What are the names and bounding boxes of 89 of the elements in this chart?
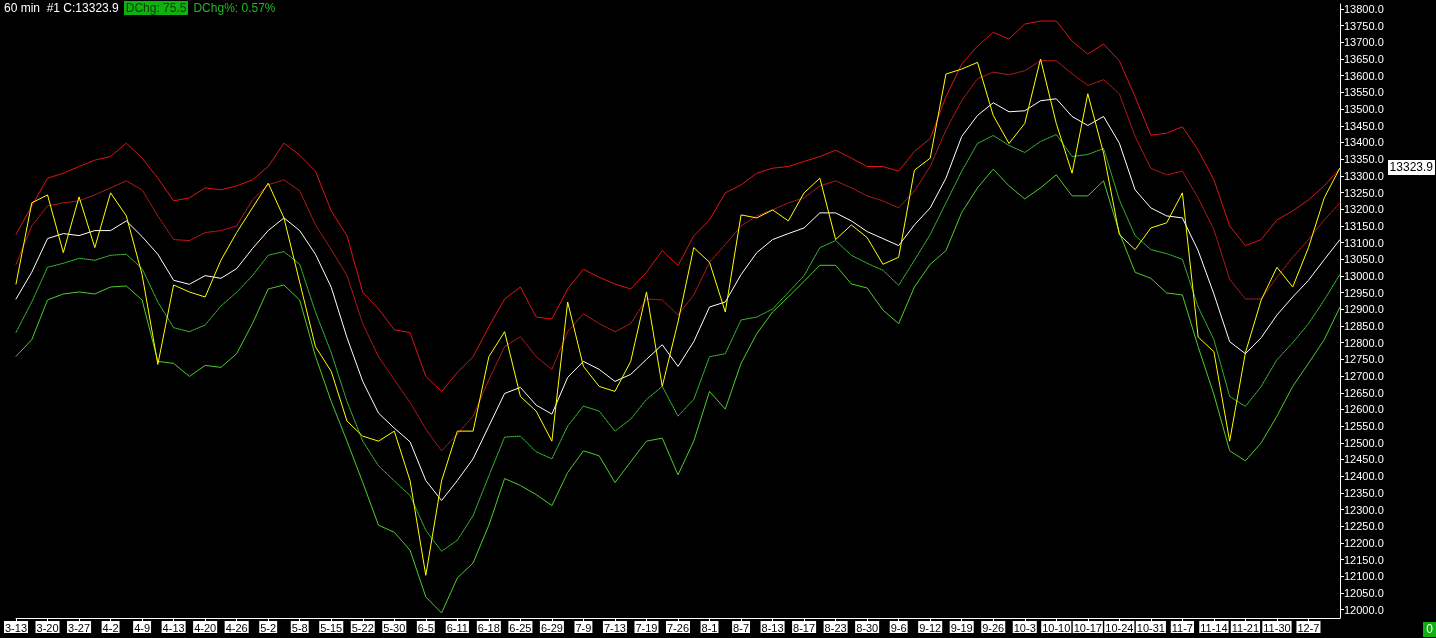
x-tick-label: 6-25 xyxy=(509,621,532,634)
y-tick-label: 13150.0 xyxy=(1344,219,1384,232)
x-tick-label: 4-20 xyxy=(194,621,217,634)
line-series xyxy=(15,60,1341,452)
y-tick-label: 12100.0 xyxy=(1344,570,1384,583)
y-tick-label: 13350.0 xyxy=(1344,153,1384,166)
x-tick-label: 5-2 xyxy=(260,621,277,634)
x-tick-label: 7-13 xyxy=(603,621,626,634)
x-tick-label: 3-27 xyxy=(68,621,91,634)
x-tick-label: 9-6 xyxy=(890,621,907,634)
y-tick-label: 13400.0 xyxy=(1344,136,1384,149)
y-tick-label: 12950.0 xyxy=(1344,286,1384,299)
line-series xyxy=(15,58,1341,576)
x-tick-label: 10-3 xyxy=(1013,621,1036,634)
line-series xyxy=(15,168,1341,614)
y-tick-label: 12800.0 xyxy=(1344,336,1384,349)
x-tick-label: 3-20 xyxy=(36,621,59,634)
y-tick-label: 13500.0 xyxy=(1344,103,1384,116)
y-tick-label: 12250.0 xyxy=(1344,520,1384,533)
x-tick-label: 8-1 xyxy=(701,621,718,634)
x-tick-label: 9-12 xyxy=(919,621,942,634)
y-tick-label: 13600.0 xyxy=(1344,69,1384,82)
y-tick-label: 12450.0 xyxy=(1344,453,1384,466)
x-tick-label: 5-30 xyxy=(383,621,406,634)
x-tick-label: 8-13 xyxy=(761,621,784,634)
x-tick-label: 6-29 xyxy=(540,621,563,634)
y-tick-label: 12600.0 xyxy=(1344,403,1384,416)
x-tick-label: 7-19 xyxy=(635,621,658,634)
y-tick-label: 13250.0 xyxy=(1344,186,1384,199)
y-tick-label: 13700.0 xyxy=(1344,36,1384,49)
y-tick-label: 13550.0 xyxy=(1344,86,1384,99)
y-tick-label: 12000.0 xyxy=(1344,603,1384,616)
y-tick-label: 12300.0 xyxy=(1344,503,1384,516)
x-tick-label: 8-30 xyxy=(856,621,879,634)
y-tick-label: 13200.0 xyxy=(1344,203,1384,216)
x-tick-label: 8-7 xyxy=(733,621,749,634)
x-tick-label: 9-26 xyxy=(982,621,1005,634)
x-tick-label: 9-19 xyxy=(950,621,973,634)
y-tick-label: 13750.0 xyxy=(1344,19,1384,32)
text: 13323.9 xyxy=(1387,159,1435,175)
y-tick-label: 13450.0 xyxy=(1344,119,1384,132)
y-tick-label: 13650.0 xyxy=(1344,53,1384,66)
y-tick-label: 13300.0 xyxy=(1344,169,1384,182)
x-tick-label: 6-5 xyxy=(417,621,434,634)
line-series xyxy=(15,133,1341,552)
y-tick-label: 13050.0 xyxy=(1344,253,1384,266)
x-tick-label: 11-7 xyxy=(1171,621,1193,634)
y-tick-label: 12500.0 xyxy=(1344,436,1384,449)
x-tick-label: 8-23 xyxy=(824,621,847,634)
y-tick-label: 12050.0 xyxy=(1344,586,1384,599)
x-tick-label: 6-18 xyxy=(477,621,500,634)
x-tick-label: 11-30 xyxy=(1263,621,1291,634)
line-series xyxy=(15,20,1341,392)
y-tick-label: 13000.0 xyxy=(1344,269,1384,282)
text: 0 xyxy=(1423,622,1436,637)
y-tick-label: 12550.0 xyxy=(1344,420,1384,433)
x-tick-label: 10-17 xyxy=(1073,621,1102,634)
x-tick-label: 12-7 xyxy=(1297,621,1320,634)
y-tick-label: 12150.0 xyxy=(1344,553,1384,566)
y-tick-label: 13100.0 xyxy=(1344,236,1384,249)
chart-title: 60 min #1 C:13323.9 xyxy=(4,1,119,15)
x-tick-label: 5-15 xyxy=(320,621,343,634)
x-tick-label: 10-24 xyxy=(1105,621,1134,634)
y-tick-label: 12850.0 xyxy=(1344,320,1384,333)
annotation: DChg%: 0.57% xyxy=(193,1,276,15)
x-tick-label: 11-14 xyxy=(1200,621,1228,634)
y-tick-label: 13800.0 xyxy=(1344,3,1384,16)
y-tick-label: 12200.0 xyxy=(1344,536,1384,549)
x-tick-label: 5-22 xyxy=(351,621,374,634)
x-tick-label: 4-13 xyxy=(162,621,185,634)
x-tick-label: 5-8 xyxy=(291,621,308,634)
x-tick-label: 10-10 xyxy=(1042,621,1071,634)
x-tick-label: 11-21 xyxy=(1231,621,1260,634)
y-tick-label: 12350.0 xyxy=(1344,486,1384,499)
x-tick-label: 4-2 xyxy=(102,621,119,634)
y-tick-label: 12750.0 xyxy=(1344,353,1384,366)
y-tick-label: 12900.0 xyxy=(1344,303,1384,316)
y-tick-label: 12400.0 xyxy=(1344,470,1384,483)
y-tick-label: 12700.0 xyxy=(1344,370,1384,383)
x-tick-label: 7-9 xyxy=(575,621,592,634)
x-tick-label: 10-31 xyxy=(1136,621,1165,634)
x-tick-label: 7-26 xyxy=(666,621,690,634)
annotation: DChg: 75.5 xyxy=(123,1,189,15)
x-tick-label: 4-26 xyxy=(225,621,248,634)
x-tick-label: 8-17 xyxy=(793,621,816,634)
x-tick-label: 6-11 xyxy=(446,621,468,634)
x-tick-label: 3-13 xyxy=(4,621,28,634)
x-tick-label: 4-9 xyxy=(134,621,151,634)
y-tick-label: 12650.0 xyxy=(1344,386,1384,399)
